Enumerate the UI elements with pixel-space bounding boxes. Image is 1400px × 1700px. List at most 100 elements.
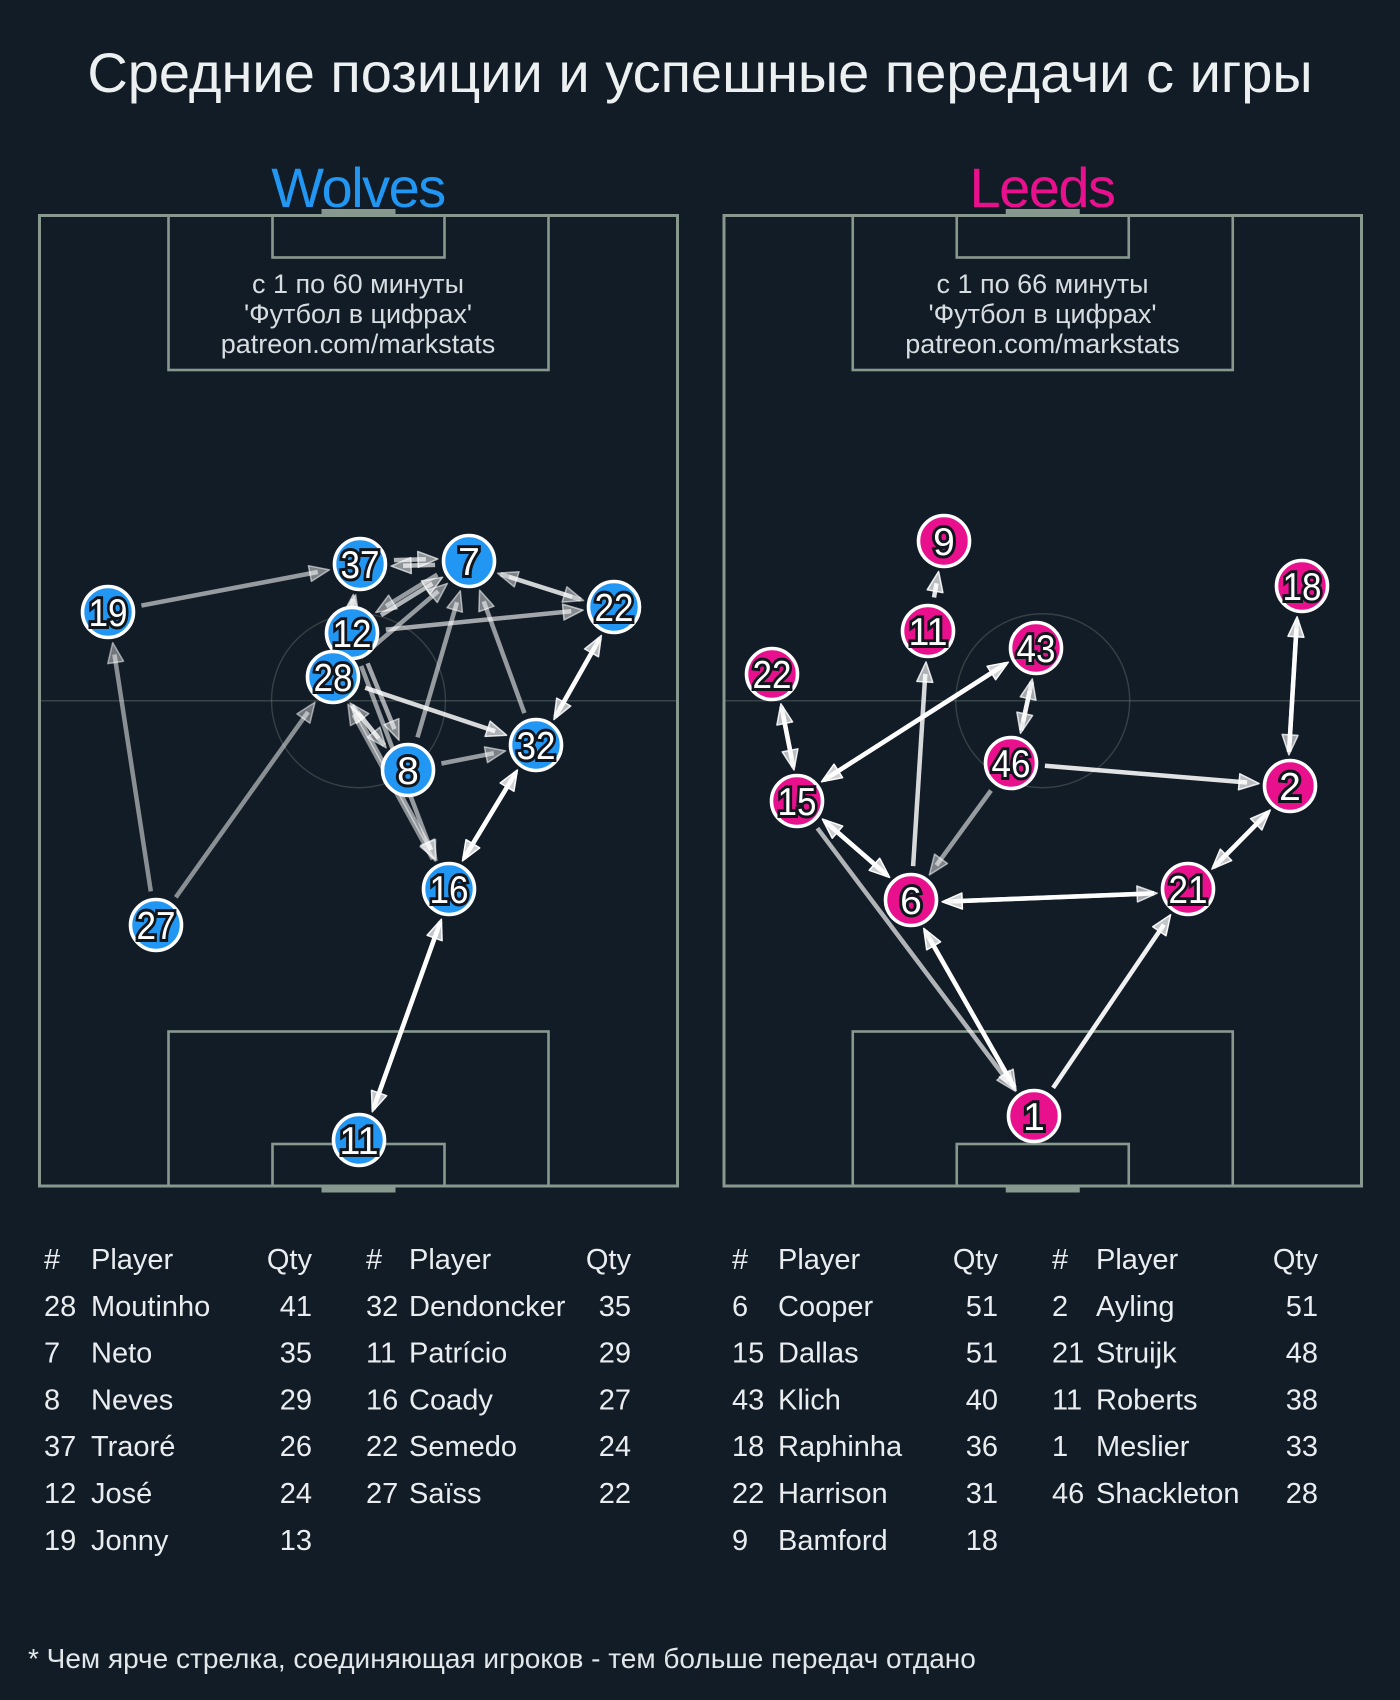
svg-text:Harrison: Harrison — [778, 1478, 888, 1510]
svg-text:11: 11 — [909, 611, 948, 654]
svg-text:#: # — [44, 1244, 60, 1276]
svg-text:Dendoncker: Dendoncker — [409, 1291, 566, 1323]
svg-text:27: 27 — [137, 905, 176, 948]
svg-text:Roberts: Roberts — [1096, 1384, 1198, 1416]
svg-text:46: 46 — [992, 743, 1031, 786]
svg-text:22: 22 — [753, 654, 792, 697]
svg-text:Saïss: Saïss — [409, 1478, 482, 1510]
svg-text:16: 16 — [430, 869, 469, 912]
svg-text:8: 8 — [44, 1384, 60, 1416]
svg-text:Moutinho: Moutinho — [91, 1291, 210, 1323]
svg-text:Jonny: Jonny — [91, 1525, 169, 1557]
svg-text:Wolves: Wolves — [271, 156, 445, 219]
svg-text:28: 28 — [44, 1291, 76, 1323]
svg-text:Neves: Neves — [91, 1384, 173, 1416]
svg-text:22: 22 — [366, 1431, 398, 1463]
svg-text:Leeds: Leeds — [969, 156, 1114, 219]
svg-text:Semedo: Semedo — [409, 1431, 517, 1463]
svg-text:7: 7 — [44, 1338, 60, 1370]
svg-text:Qty: Qty — [953, 1244, 999, 1276]
svg-text:16: 16 — [366, 1384, 398, 1416]
svg-text:1: 1 — [1023, 1096, 1045, 1139]
svg-text:36: 36 — [966, 1431, 998, 1463]
svg-text:Cooper: Cooper — [778, 1291, 873, 1323]
svg-text:Coady: Coady — [409, 1384, 493, 1416]
svg-text:12: 12 — [333, 613, 372, 656]
svg-text:Ayling: Ayling — [1096, 1291, 1174, 1323]
svg-text:Traoré: Traoré — [91, 1431, 175, 1463]
svg-text:Player: Player — [91, 1244, 174, 1276]
svg-text:43: 43 — [1017, 628, 1056, 671]
svg-text:Qty: Qty — [267, 1244, 313, 1276]
svg-text:Qty: Qty — [586, 1244, 632, 1276]
svg-text:51: 51 — [1286, 1291, 1318, 1323]
svg-text:Player: Player — [409, 1244, 492, 1276]
svg-text:7: 7 — [458, 541, 480, 584]
svg-text:37: 37 — [341, 544, 380, 587]
svg-text:41: 41 — [280, 1291, 312, 1323]
svg-text:46: 46 — [1052, 1478, 1084, 1510]
svg-text:28: 28 — [314, 657, 353, 700]
svg-text:18: 18 — [1283, 566, 1322, 609]
svg-text:51: 51 — [966, 1291, 998, 1323]
svg-text:19: 19 — [44, 1525, 76, 1557]
svg-text:28: 28 — [1286, 1478, 1318, 1510]
svg-text:#: # — [732, 1244, 748, 1276]
svg-text:Player: Player — [1096, 1244, 1179, 1276]
svg-text:33: 33 — [1286, 1431, 1318, 1463]
svg-text:22: 22 — [595, 587, 634, 630]
svg-text:Struijk: Struijk — [1096, 1338, 1177, 1370]
svg-text:patreon.com/markstats: patreon.com/markstats — [905, 329, 1180, 359]
svg-text:2: 2 — [1052, 1291, 1068, 1323]
svg-text:Средние позиции и успешные пер: Средние позиции и успешные передачи с иг… — [87, 41, 1312, 104]
svg-text:6: 6 — [732, 1291, 748, 1323]
svg-text:Bamford: Bamford — [778, 1525, 888, 1557]
svg-text:6: 6 — [900, 880, 922, 923]
svg-text:с 1 по 66 минуты: с 1 по 66 минуты — [936, 269, 1148, 299]
svg-text:11: 11 — [1052, 1384, 1082, 1416]
svg-text:27: 27 — [599, 1384, 631, 1416]
svg-text:* Чем ярче стрелка, соединяюща: * Чем ярче стрелка, соединяющая игроков … — [28, 1643, 976, 1674]
svg-text:51: 51 — [966, 1338, 998, 1370]
svg-text:#: # — [1052, 1244, 1068, 1276]
svg-text:22: 22 — [599, 1478, 631, 1510]
svg-text:15: 15 — [778, 781, 817, 824]
svg-text:43: 43 — [732, 1384, 764, 1416]
svg-text:24: 24 — [280, 1478, 312, 1510]
svg-text:patreon.com/markstats: patreon.com/markstats — [221, 329, 496, 359]
svg-text:9: 9 — [933, 521, 955, 564]
svg-text:Shackleton: Shackleton — [1096, 1478, 1240, 1510]
svg-text:32: 32 — [517, 725, 556, 768]
svg-text:38: 38 — [1286, 1384, 1318, 1416]
svg-text:'Футбол в цифрах': 'Футбол в цифрах' — [929, 299, 1157, 329]
svg-text:12: 12 — [44, 1478, 76, 1510]
svg-text:2: 2 — [1279, 766, 1301, 809]
svg-text:Player: Player — [778, 1244, 861, 1276]
svg-text:13: 13 — [280, 1525, 312, 1557]
svg-text:32: 32 — [366, 1291, 398, 1323]
svg-text:19: 19 — [89, 592, 128, 635]
svg-text:11: 11 — [366, 1338, 396, 1370]
svg-text:22: 22 — [732, 1478, 764, 1510]
svg-text:35: 35 — [280, 1338, 312, 1370]
svg-text:Raphinha: Raphinha — [778, 1431, 903, 1463]
svg-text:Neto: Neto — [91, 1338, 152, 1370]
svg-text:José: José — [91, 1478, 152, 1510]
svg-text:37: 37 — [44, 1431, 76, 1463]
svg-text:1: 1 — [1052, 1431, 1068, 1463]
svg-text:Patrício: Patrício — [409, 1338, 507, 1370]
svg-text:18: 18 — [966, 1525, 998, 1557]
svg-text:15: 15 — [732, 1338, 764, 1370]
svg-text:35: 35 — [599, 1291, 631, 1323]
svg-text:26: 26 — [280, 1431, 312, 1463]
svg-text:8: 8 — [397, 750, 419, 793]
svg-text:48: 48 — [1286, 1338, 1318, 1370]
svg-text:40: 40 — [966, 1384, 998, 1416]
svg-text:18: 18 — [732, 1431, 764, 1463]
svg-text:'Футбол в цифрах': 'Футбол в цифрах' — [244, 299, 472, 329]
svg-text:21: 21 — [1169, 869, 1208, 912]
svg-text:9: 9 — [732, 1525, 748, 1557]
svg-text:11: 11 — [340, 1120, 379, 1163]
svg-text:24: 24 — [599, 1431, 631, 1463]
svg-text:#: # — [366, 1244, 382, 1276]
